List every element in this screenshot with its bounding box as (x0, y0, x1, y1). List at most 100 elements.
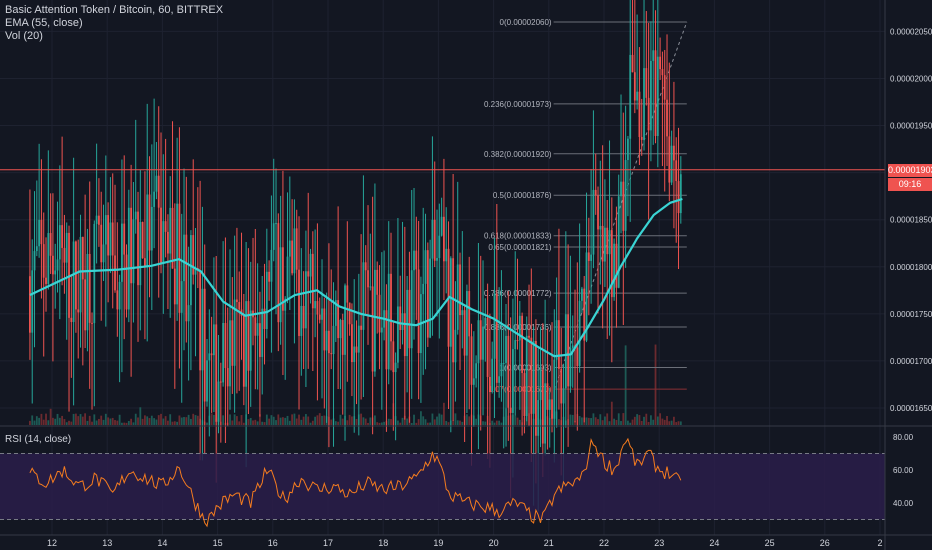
volume-bar (275, 420, 277, 425)
candles[interactable] (29, 0, 682, 512)
volume-bar (364, 418, 367, 425)
price-tick-label: 0.00001950 (890, 122, 932, 131)
candle-body (369, 286, 372, 288)
volume-bar (288, 420, 291, 425)
candle-body (663, 75, 666, 100)
volume-bar (148, 418, 151, 425)
volume-bar (79, 414, 82, 425)
candle-body (169, 207, 172, 254)
candle-body (275, 223, 277, 225)
candle-body (541, 369, 544, 444)
volume-bar (640, 421, 643, 425)
candle-body (567, 314, 570, 387)
candle-body (311, 253, 314, 309)
candle-body (29, 276, 31, 333)
time-tick-label: 25 (765, 538, 775, 548)
rsi-pane[interactable]: RSI (14, close) (0, 425, 932, 528)
candle-body (638, 91, 641, 138)
volume-bar (286, 415, 289, 425)
candle-body (144, 258, 146, 266)
volume-bar (236, 416, 238, 425)
candle-body (146, 194, 149, 266)
candle-body (410, 270, 413, 349)
volume-bar (132, 422, 135, 425)
volume-bar (61, 415, 64, 425)
volume-bar (56, 413, 59, 425)
legend-symbol[interactable]: Basic Attention Token / Bitcoin, 60, BIT… (5, 4, 224, 16)
candle-body (206, 360, 208, 402)
candle-body (562, 388, 565, 404)
candle-body (433, 219, 436, 261)
candle-body (215, 324, 218, 422)
time-tick-label: 16 (268, 538, 278, 548)
volume-bar (587, 417, 590, 425)
volume-bar (413, 414, 415, 425)
volume-bar (196, 415, 199, 425)
volume-bar (252, 420, 254, 425)
candle-body (100, 224, 103, 263)
volume-bar (72, 413, 75, 425)
price-tick-label: 0.00001650 (890, 404, 932, 413)
candle-body (254, 317, 257, 336)
volume-bar (77, 416, 80, 425)
volume-bar (98, 418, 100, 425)
candle-body (523, 373, 526, 417)
volume-bar (615, 419, 618, 425)
legend-vol[interactable]: Vol (20) (5, 30, 43, 42)
volume-bar (100, 415, 103, 425)
candle-body (645, 68, 648, 98)
candle-body (259, 323, 261, 357)
volume-bar (42, 419, 45, 425)
candle-body (265, 271, 268, 330)
candle-body (256, 323, 259, 336)
volume-bar (95, 420, 98, 425)
volume-bar (279, 417, 282, 425)
candle-body (516, 340, 519, 342)
candle-body (631, 54, 634, 73)
candle-body (454, 329, 457, 363)
volume-bar (378, 422, 381, 425)
volume-bar (309, 422, 312, 425)
candle-body (507, 335, 510, 408)
volume-bar (190, 418, 192, 425)
candle-body (643, 68, 645, 140)
volume-bar (167, 420, 169, 425)
candle-body (426, 250, 429, 338)
candle-body (72, 241, 75, 323)
volume-bar (339, 414, 342, 425)
volume-bar (443, 402, 445, 425)
candle-body (40, 219, 43, 245)
volume-bar (495, 420, 498, 425)
volume-bar (415, 422, 418, 425)
volume-bar (383, 421, 386, 425)
candle-body (81, 236, 84, 280)
candle-body (468, 291, 471, 337)
candle-body (581, 288, 583, 301)
candle-body (334, 300, 337, 326)
candle-body (387, 273, 390, 370)
candle-body (560, 368, 563, 404)
volume-bar (654, 344, 657, 425)
time-tick-label: 21 (544, 538, 554, 548)
candle-body (325, 330, 328, 351)
candle-body (109, 222, 112, 256)
volume-bar (102, 419, 105, 425)
volume-bar (597, 419, 599, 425)
volume-bar (482, 421, 484, 425)
candle-body (65, 232, 68, 263)
candle-body (636, 91, 639, 101)
volume-bar (558, 419, 560, 425)
fib-label-0-618: 0.618(0.00001833) (484, 232, 552, 241)
legend-ema[interactable]: EMA (55, close) (5, 17, 83, 29)
volume-bar (620, 421, 622, 425)
volume-bar (475, 418, 478, 425)
volume-bar (514, 415, 517, 425)
volume-bar (109, 418, 112, 425)
candle-body (406, 289, 409, 357)
volume-bar (334, 421, 337, 425)
candle-body (330, 353, 333, 355)
candle-body (415, 250, 418, 270)
candle-body (348, 302, 351, 325)
